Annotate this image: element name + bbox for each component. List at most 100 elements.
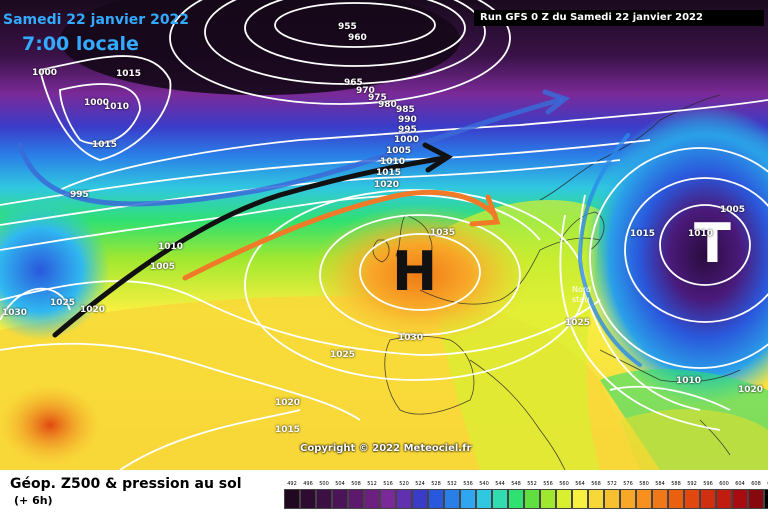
legend-item: 612 bbox=[764, 480, 768, 509]
isobar-label: 1000 bbox=[394, 135, 420, 145]
date-label: Samedi 22 janvier 2022 bbox=[3, 12, 190, 28]
legend-label: 532 bbox=[447, 481, 457, 487]
legend-item: 508 bbox=[348, 480, 364, 509]
legend-swatch bbox=[604, 489, 620, 509]
legend-label: 560 bbox=[559, 481, 569, 487]
legend-swatch bbox=[348, 489, 364, 509]
isobar-label: 1025 bbox=[50, 298, 76, 308]
isobar-label: 1010 bbox=[104, 102, 130, 112]
legend-swatch bbox=[700, 489, 716, 509]
isobars bbox=[0, 0, 768, 470]
legend-label: 584 bbox=[655, 481, 665, 487]
isobar-label: 1020 bbox=[275, 398, 301, 408]
legend-label: 508 bbox=[351, 481, 361, 487]
legend-label: 564 bbox=[575, 481, 585, 487]
legend-label: 528 bbox=[431, 481, 441, 487]
legend-label: 572 bbox=[607, 481, 617, 487]
legend-item: 588 bbox=[668, 480, 684, 509]
isobar-label: 985 bbox=[396, 105, 415, 115]
high-pressure-core bbox=[310, 205, 530, 345]
legend-swatch bbox=[524, 489, 540, 509]
isobar-label: 1015 bbox=[630, 229, 656, 239]
legend-label: 544 bbox=[495, 481, 505, 487]
legend-label: 592 bbox=[687, 481, 697, 487]
isobar-label: 1000 bbox=[32, 68, 58, 78]
high-pressure-marker: H bbox=[392, 240, 438, 303]
legend-item: 596 bbox=[700, 480, 716, 509]
legend-item: 496 bbox=[300, 480, 316, 509]
legend-swatch bbox=[684, 489, 700, 509]
legend-label: 552 bbox=[527, 481, 537, 487]
legend-swatch bbox=[764, 489, 768, 509]
legend-label: 520 bbox=[399, 481, 409, 487]
legend-swatch bbox=[732, 489, 748, 509]
isobar-label: 965 bbox=[344, 78, 363, 88]
legend-swatch bbox=[380, 489, 396, 509]
isobar-label: 1020 bbox=[374, 180, 400, 190]
legend-swatch bbox=[476, 489, 492, 509]
isobar-label: 995 bbox=[398, 125, 417, 135]
legend-label: 516 bbox=[383, 481, 393, 487]
isobar-label: 1015 bbox=[376, 168, 402, 178]
time-label: 7:00 locale bbox=[22, 33, 139, 55]
legend-swatch bbox=[572, 489, 588, 509]
product-title: Géop. Z500 & pression au sol bbox=[10, 476, 242, 492]
legend-item: 548 bbox=[508, 480, 524, 509]
legend-label: 540 bbox=[479, 481, 489, 487]
legend-item: 556 bbox=[540, 480, 556, 509]
legend-item: 608 bbox=[748, 480, 764, 509]
legend-item: 528 bbox=[428, 480, 444, 509]
legend-label: 536 bbox=[463, 481, 473, 487]
legend-swatch bbox=[636, 489, 652, 509]
isobar-label: 1010 bbox=[158, 242, 184, 252]
legend-swatch bbox=[620, 489, 636, 509]
isobar-label: 960 bbox=[348, 33, 367, 43]
legend-swatch bbox=[668, 489, 684, 509]
legend-label: 500 bbox=[319, 481, 329, 487]
legend-item: 564 bbox=[572, 480, 588, 509]
legend-label: 588 bbox=[671, 481, 681, 487]
legend-label: 608 bbox=[751, 481, 761, 487]
isobar-label: 1030 bbox=[2, 308, 28, 318]
legend-swatch bbox=[748, 489, 764, 509]
legend-item: 552 bbox=[524, 480, 540, 509]
legend-item: 560 bbox=[556, 480, 572, 509]
isobar-label: 955 bbox=[338, 22, 357, 32]
legend-label: 556 bbox=[543, 481, 553, 487]
isobar-label: 1025 bbox=[565, 318, 591, 328]
legend-item: 492 bbox=[284, 480, 300, 509]
legend-label: 576 bbox=[623, 481, 633, 487]
isobar-label: 1015 bbox=[92, 140, 118, 150]
legend-item: 576 bbox=[620, 480, 636, 509]
isobar-label: 1020 bbox=[738, 385, 764, 395]
legend-swatch bbox=[716, 489, 732, 509]
legend-item: 592 bbox=[684, 480, 700, 509]
weather-map bbox=[0, 0, 768, 470]
legend-swatch bbox=[556, 489, 572, 509]
legend-label: 548 bbox=[511, 481, 521, 487]
legend-swatch bbox=[540, 489, 556, 509]
isobar-label: 1030 bbox=[398, 333, 424, 343]
legend-label: 596 bbox=[703, 481, 713, 487]
legend-item: 512 bbox=[364, 480, 380, 509]
isobar-label: 1015 bbox=[275, 425, 301, 435]
legend-label: 568 bbox=[591, 481, 601, 487]
flow-arrows bbox=[17, 89, 642, 367]
legend-item: 504 bbox=[332, 480, 348, 509]
legend-item: 536 bbox=[460, 480, 476, 509]
city-label: Nord bbox=[572, 285, 592, 294]
isobar-label: 1010 bbox=[688, 229, 714, 239]
legend-swatch bbox=[460, 489, 476, 509]
legend-swatch bbox=[652, 489, 668, 509]
legend-label: 600 bbox=[719, 481, 729, 487]
isobar-label: 970 bbox=[356, 86, 375, 96]
isobar-label: 1000 bbox=[84, 98, 110, 108]
legend-swatch bbox=[444, 489, 460, 509]
legend-swatch bbox=[588, 489, 604, 509]
legend-swatch bbox=[492, 489, 508, 509]
legend-swatch bbox=[428, 489, 444, 509]
copyright-label: Copyright © 2022 Meteociel.fr bbox=[300, 443, 472, 454]
isobar-label: 1020 bbox=[80, 305, 106, 315]
legend-item: 532 bbox=[444, 480, 460, 509]
legend-item: 568 bbox=[588, 480, 604, 509]
